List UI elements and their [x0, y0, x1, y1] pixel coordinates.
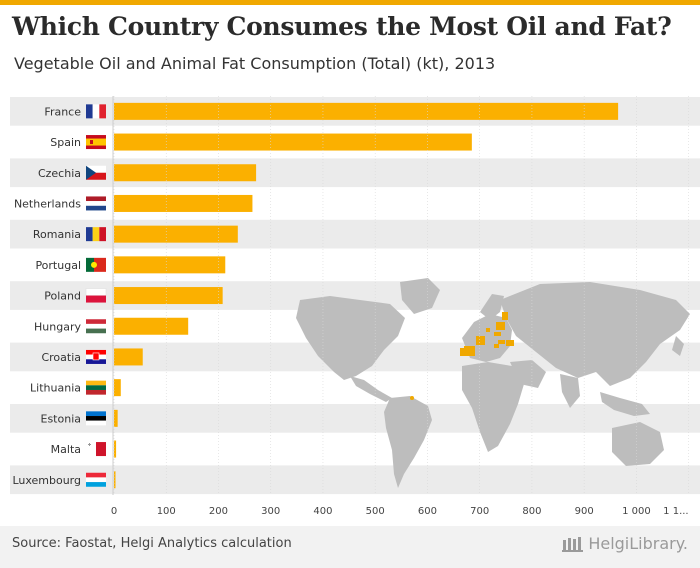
bar-netherlands[interactable] — [114, 194, 253, 212]
category-label: Poland — [44, 290, 81, 303]
flag-lu-icon — [86, 472, 106, 487]
category-label: Hungary — [34, 320, 81, 333]
map-highlight-czechia — [494, 332, 501, 336]
flag-lt-icon — [86, 380, 106, 395]
x-tick-label: 1 1... — [663, 506, 688, 517]
bar-luxembourg[interactable] — [114, 471, 116, 489]
flag-mt-icon — [86, 442, 106, 457]
category-label: Lithuania — [30, 382, 81, 395]
map-highlight-caribbean — [410, 396, 414, 400]
flag-hu-icon — [86, 319, 106, 334]
map-southeast-asia — [600, 392, 650, 416]
flag-pt-icon — [86, 257, 106, 272]
flag-fr-icon — [86, 104, 106, 119]
flag-hr-icon — [86, 349, 106, 364]
map-highlight-france — [476, 336, 485, 345]
library-columns-icon — [562, 536, 584, 552]
x-tick-label: 900 — [575, 506, 594, 517]
flag-es-icon — [86, 135, 106, 150]
bar-lithuania[interactable] — [114, 379, 121, 397]
category-label: Croatia — [41, 351, 81, 364]
map-asia — [500, 282, 690, 386]
flag-ro-icon — [86, 227, 106, 242]
chart-subtitle: Vegetable Oil and Animal Fat Consumption… — [14, 54, 496, 73]
bar-croatia[interactable] — [114, 348, 143, 366]
map-highlight-hungary — [498, 340, 505, 344]
x-tick-label: 400 — [313, 506, 332, 517]
map-highlight-portugal — [460, 348, 464, 356]
map-highlight-romania — [506, 340, 514, 346]
category-label: Estonia — [41, 412, 82, 425]
x-tick-label: 500 — [366, 506, 385, 517]
map-highlight-baltics — [502, 312, 508, 320]
logo-text: HelgiLibrary. — [588, 534, 688, 553]
category-label: Netherlands — [14, 197, 81, 210]
bar-estonia[interactable] — [114, 409, 118, 427]
flag-pl-icon — [85, 288, 107, 303]
x-tick-label: 100 — [157, 506, 176, 517]
map-africa — [462, 362, 524, 452]
map-highlight-croatia — [494, 344, 499, 348]
source-note: Source: Faostat, Helgi Analytics calcula… — [12, 536, 292, 551]
bar-hungary[interactable] — [114, 317, 189, 335]
map-japan — [672, 336, 684, 356]
x-tick-label: 800 — [522, 506, 541, 517]
bar-portugal[interactable] — [114, 256, 226, 274]
map-highlight-poland — [496, 322, 505, 330]
bar-chart: France Spain Czechia Netherlands Romania Port… — [10, 96, 700, 517]
x-tick-label: 0 — [111, 506, 117, 517]
map-india — [560, 374, 580, 408]
category-label: Malta — [51, 443, 81, 456]
flag-cz-icon — [86, 165, 106, 180]
world-map — [296, 278, 690, 488]
bar-czechia[interactable] — [114, 164, 257, 182]
x-tick-label: 700 — [470, 506, 489, 517]
helgi-library-logo[interactable]: HelgiLibrary. — [562, 534, 688, 553]
category-label: Romania — [33, 228, 81, 241]
category-label: Portugal — [35, 259, 81, 272]
category-label: Spain — [50, 136, 81, 149]
x-tick-label: 1 000 — [622, 506, 651, 517]
bar-france[interactable] — [114, 102, 619, 120]
chart-title: Which Country Consumes the Most Oil and … — [12, 12, 672, 41]
map-south-america — [384, 396, 432, 488]
bar-poland[interactable] — [114, 287, 223, 305]
map-scandinavia — [480, 294, 504, 320]
map-central-america — [350, 376, 392, 402]
map-middle-east — [510, 360, 546, 388]
category-label: Luxembourg — [12, 474, 81, 487]
x-tick-label: 200 — [209, 506, 228, 517]
map-australia — [612, 422, 664, 466]
map-highlight-spain — [464, 346, 475, 356]
map-north-america — [296, 296, 405, 380]
flag-ee-icon — [86, 411, 106, 426]
footer-bar — [0, 526, 700, 568]
bar-spain[interactable] — [114, 133, 472, 151]
category-label: France — [44, 105, 81, 118]
category-label: Czechia — [38, 167, 81, 180]
row-stripe — [10, 404, 700, 433]
bar-malta[interactable] — [114, 440, 117, 458]
bar-romania[interactable] — [114, 225, 238, 243]
flag-nl-icon — [86, 196, 106, 211]
row-stripe — [10, 465, 700, 495]
x-tick-label: 600 — [418, 506, 437, 517]
x-tick-label: 300 — [261, 506, 280, 517]
map-greenland — [400, 278, 440, 314]
map-highlight-netherlands — [486, 328, 490, 332]
top-accent-bar — [0, 0, 700, 5]
